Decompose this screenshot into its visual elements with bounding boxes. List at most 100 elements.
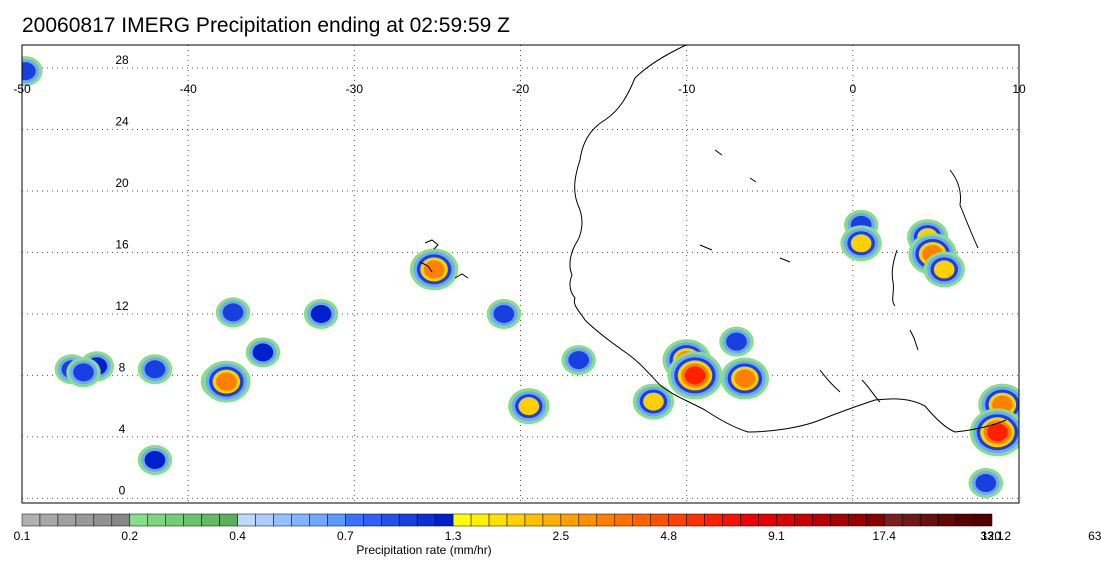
colorbar-tick-label: 2.5	[553, 529, 570, 543]
colorbar-swatch	[937, 513, 957, 527]
precip-cell	[508, 388, 550, 425]
colorbar-tick-label: 0.2	[121, 529, 138, 543]
precip-cell	[486, 298, 522, 329]
colorbar-swatch	[147, 513, 166, 527]
colorbar-swatch	[973, 513, 993, 527]
lon-tick-label: 0	[849, 82, 856, 96]
colorbar-swatch	[542, 513, 562, 527]
colorbar-title: Precipitation rate (mm/hr)	[356, 543, 491, 557]
colorbar-swatch	[488, 513, 508, 527]
colorbar-swatch	[345, 513, 364, 527]
colorbar-swatch	[75, 513, 95, 527]
colorbar-swatch	[758, 513, 777, 527]
colorbar-tick-label: 4.8	[660, 529, 677, 543]
colorbar-swatch	[21, 513, 41, 527]
colorbar-tick-label: 9.1	[768, 529, 785, 543]
colorbar-swatch	[398, 513, 418, 527]
precip-cell	[215, 297, 251, 328]
map-gridlines	[21, 45, 1020, 503]
colorbar-swatch	[237, 513, 256, 527]
precip-cell	[202, 360, 251, 403]
colorbar-swatch	[686, 513, 705, 527]
precip-cell	[137, 354, 173, 385]
colorbar-swatch	[434, 513, 454, 527]
lon-tick-label: -20	[512, 82, 530, 96]
precipitation-layer	[22, 56, 1019, 499]
colorbar-swatch	[560, 513, 580, 527]
precip-cell	[719, 326, 754, 357]
map-title: 20060817 IMERG Precipitation ending at 0…	[22, 14, 510, 37]
colorbar-swatch	[129, 513, 148, 527]
precip-cell	[923, 251, 965, 288]
colorbar-swatch	[955, 513, 975, 527]
colorbar-swatch	[794, 513, 813, 527]
colorbar-tick-label: 120.2	[981, 529, 1011, 543]
map-frame	[21, 44, 1020, 504]
colorbar-swatch	[740, 513, 759, 527]
colorbar-swatch	[327, 513, 346, 527]
colorbar-swatch	[363, 513, 382, 527]
colorbar-swatch	[381, 513, 400, 527]
longitude-tick-labels: -50 -40 -30 -20 -10 0 10	[13, 82, 1026, 96]
colorbar-swatch	[901, 513, 921, 527]
lon-tick-label: -50	[13, 82, 31, 96]
precip-cell	[245, 337, 281, 368]
lat-tick-label: 4	[119, 422, 126, 436]
colorbar-swatch	[614, 513, 633, 527]
lon-tick-label: -40	[179, 82, 197, 96]
colorbar-swatch	[39, 513, 59, 527]
precip-cell	[840, 225, 882, 262]
colorbar-swatch	[668, 513, 687, 527]
colorbar-swatch	[776, 513, 795, 527]
colorbar	[21, 513, 993, 527]
colorbar-swatch	[578, 513, 598, 527]
colorbar-swatch	[255, 513, 274, 527]
colorbar-swatch	[704, 513, 723, 527]
colorbar-swatch	[866, 513, 885, 527]
lon-tick-label: -30	[346, 82, 364, 96]
colorbar-swatch	[57, 513, 77, 527]
colorbar-swatch	[165, 513, 184, 527]
colorbar-tick-label: 0.7	[337, 529, 354, 543]
lat-tick-label: 16	[115, 237, 129, 251]
colorbar-swatch	[650, 513, 669, 527]
precip-cell	[667, 351, 723, 400]
precip-cell	[561, 345, 596, 376]
lat-tick-label: 20	[115, 176, 129, 190]
precip-cell	[22, 56, 43, 87]
lat-tick-label: 8	[119, 360, 126, 374]
precip-cell	[409, 248, 459, 291]
colorbar-swatch	[632, 513, 651, 527]
lat-tick-label: 0	[119, 483, 126, 497]
lat-tick-label: 24	[115, 115, 129, 129]
precip-cell	[969, 408, 1019, 457]
colorbar-swatch	[506, 513, 526, 527]
colorbar-swatch	[291, 513, 310, 527]
colorbar-swatch	[470, 513, 490, 527]
colorbar-swatch	[219, 513, 238, 527]
colorbar-swatch	[201, 513, 220, 527]
coastline	[419, 45, 1007, 433]
precip-cell	[66, 357, 101, 388]
colorbar-tick-label: 0.4	[229, 529, 246, 543]
colorbar-swatch	[524, 513, 544, 527]
colorbar-tick-label: 17.4	[873, 529, 897, 543]
colorbar-swatch	[848, 513, 867, 527]
colorbar-swatch	[416, 513, 436, 527]
lat-tick-label: 12	[115, 299, 129, 313]
colorbar-swatch	[919, 513, 939, 527]
colorbar-tick-labels: 0.1 0.2 0.4 0.7 1.3 2.5 4.8 9.1 17.4 33.1 63.1 120.…	[14, 529, 1101, 543]
lat-tick-label: 28	[115, 53, 129, 67]
colorbar-swatch	[309, 513, 328, 527]
precip-cell	[632, 383, 675, 420]
precip-cell	[137, 444, 173, 475]
precip-cell	[303, 298, 339, 329]
colorbar-tick-label: 63.1	[1088, 529, 1101, 543]
colorbar-swatch	[111, 513, 131, 527]
colorbar-swatch	[812, 513, 831, 527]
precip-cell	[720, 357, 769, 400]
latitude-tick-labels: 0 4 8 12 16 20 24 28	[115, 53, 129, 497]
colorbar-swatch	[722, 513, 741, 527]
colorbar-swatch	[183, 513, 202, 527]
colorbar-swatch	[596, 513, 616, 527]
